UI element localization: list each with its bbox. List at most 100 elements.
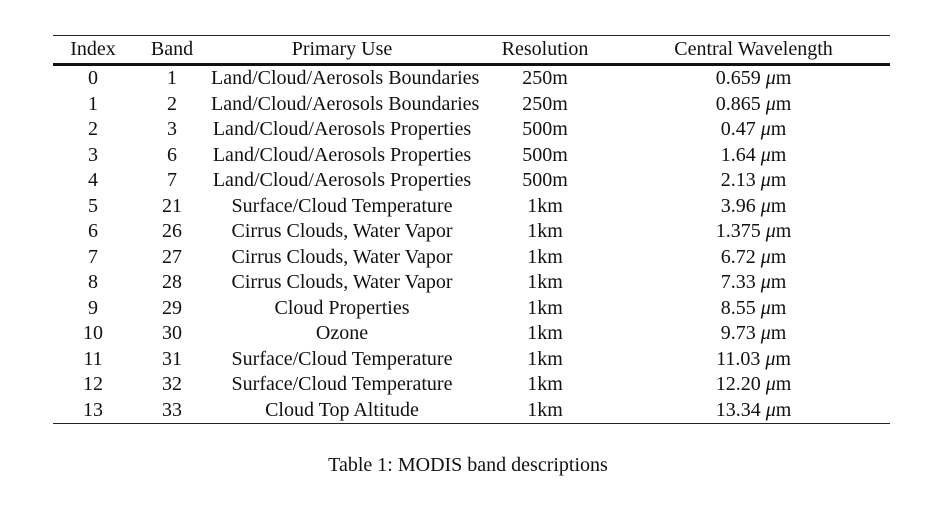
wavelength-value: 0.659: [715, 67, 761, 89]
wavelength-unit: m: [770, 194, 787, 217]
header-band: Band: [150, 38, 194, 60]
table-body: 0 1 Land/Cloud/Aerosols Boundaries 250m 0.65…: [53, 65, 890, 424]
cell-index: 8: [88, 271, 98, 293]
header-primary-use: Primary Use: [291, 38, 393, 60]
cell-index: 2: [88, 118, 98, 140]
cell-central-wavelength: 1.375 μm: [617, 219, 890, 245]
wavelength-value: 11.03: [716, 347, 761, 370]
wavelength-unit: m: [775, 67, 792, 89]
wavelength-unit: m: [770, 143, 787, 166]
cell-resolution: 1km: [527, 322, 563, 344]
cell-band: 7: [167, 169, 177, 191]
wavelength-unit: m: [770, 118, 787, 140]
wavelength-value: 7.33: [720, 271, 756, 293]
wavelength-unit-prefix: μ: [760, 194, 771, 217]
wavelength-unit: m: [775, 373, 792, 395]
cell-index: 1: [88, 92, 98, 115]
cell-primary-use: Surface/Cloud Temperature: [231, 194, 453, 217]
cell-primary-use: Land/Cloud/Aerosols Boundaries: [211, 92, 480, 115]
cell-index: 12: [83, 373, 103, 395]
wavelength-unit: m: [770, 169, 787, 191]
table-row: 3 6 Land/Cloud/Aerosols Properties 500m 1.64…: [53, 143, 890, 169]
wavelength-unit-prefix: μ: [765, 398, 776, 421]
cell-index: 13: [83, 398, 103, 421]
cell-primary-use: Surface/Cloud Temperature: [231, 347, 453, 370]
cell-band: 29: [162, 296, 182, 319]
header-central-wavelength: Central Wavelength: [674, 38, 833, 60]
cell-central-wavelength: 6.72 μm: [617, 245, 890, 271]
table-row: 0 1 Land/Cloud/Aerosols Boundaries 250m 0.65…: [53, 65, 890, 92]
wavelength-unit-prefix: μ: [765, 67, 776, 89]
cell-index: 9: [88, 296, 98, 319]
cell-resolution: 500m: [522, 143, 568, 166]
cell-band: 28: [162, 271, 182, 293]
cell-band: 26: [162, 220, 182, 242]
cell-primary-use: Cirrus Clouds, Water Vapor: [231, 245, 453, 268]
wavelength-unit-prefix: μ: [765, 220, 776, 242]
wavelength-value: 13.34: [715, 398, 761, 421]
wavelength-value: 9.73: [720, 322, 756, 344]
cell-primary-use: Cirrus Clouds, Water Vapor: [231, 271, 453, 293]
cell-resolution: 1km: [527, 347, 563, 370]
table-row: 1 2 Land/Cloud/Aerosols Boundaries 250m 0.86…: [53, 92, 890, 118]
wavelength-value: 3.96: [720, 194, 756, 217]
table-caption: Table 1: MODIS band descriptions: [328, 454, 608, 476]
cell-resolution: 1km: [527, 296, 563, 319]
table-row: 4 7 Land/Cloud/Aerosols Properties 500m 2.13…: [53, 168, 890, 194]
cell-resolution: 250m: [522, 67, 568, 89]
table-row: 2 3 Land/Cloud/Aerosols Properties 500m 0.47…: [53, 117, 890, 143]
cell-index: 0: [88, 67, 98, 89]
cell-central-wavelength: 7.33 μm: [617, 270, 890, 296]
wavelength-value: 6.72: [720, 245, 756, 268]
cell-resolution: 1km: [527, 245, 563, 268]
cell-resolution: 1km: [527, 220, 563, 242]
wavelength-unit-prefix: μ: [760, 143, 771, 166]
cell-primary-use: Ozone: [315, 322, 369, 344]
cell-index: 3: [88, 143, 98, 166]
wavelength-unit-prefix: μ: [760, 169, 771, 191]
table-row: 9 29 Cloud Properties 1km 8.55 μm: [53, 296, 890, 322]
cell-index: 10: [83, 322, 103, 344]
cell-primary-use: Surface/Cloud Temperature: [231, 373, 453, 395]
wavelength-unit: m: [775, 92, 792, 115]
wavelength-unit-prefix: μ: [760, 322, 771, 344]
wavelength-unit: m: [775, 398, 792, 421]
cell-central-wavelength: 1.64 μm: [617, 143, 890, 169]
cell-band: 1: [167, 67, 177, 89]
cell-central-wavelength: 11.03 μm: [617, 347, 890, 373]
cell-band: 32: [162, 373, 182, 395]
wavelength-unit: m: [775, 220, 792, 242]
cell-resolution: 500m: [522, 169, 568, 191]
wavelength-unit-prefix: μ: [765, 373, 776, 395]
wavelength-value: 0.47: [720, 118, 756, 140]
cell-central-wavelength: 13.34 μm: [617, 398, 890, 424]
cell-index: 7: [88, 245, 98, 268]
cell-central-wavelength: 8.55 μm: [617, 296, 890, 322]
cell-primary-use: Land/Cloud/Aerosols Properties: [212, 143, 472, 166]
wavelength-value: 2.13: [720, 169, 756, 191]
wavelength-unit-prefix: μ: [760, 271, 771, 293]
table-header-row: Index Band Primary Use Resolution Centra…: [53, 35, 890, 65]
header-index: Index: [70, 38, 116, 60]
cell-band: 21: [162, 194, 182, 217]
wavelength-unit-prefix: μ: [765, 92, 776, 115]
cell-primary-use: Cloud Top Altitude: [265, 398, 419, 421]
wavelength-unit-prefix: μ: [760, 118, 771, 140]
wavelength-value: 8.55: [720, 296, 756, 319]
wavelength-unit: m: [770, 245, 787, 268]
cell-resolution: 1km: [527, 373, 563, 395]
cell-primary-use: Cloud Properties: [274, 296, 410, 319]
cell-band: 31: [162, 347, 182, 370]
wavelength-unit-prefix: μ: [760, 296, 771, 319]
table-row: 13 33 Cloud Top Altitude 1km 13.34 μm: [53, 398, 890, 424]
wavelength-unit-prefix: μ: [765, 347, 776, 370]
modis-band-table-container: Index Band Primary Use Resolution Centra…: [53, 35, 890, 424]
cell-index: 6: [88, 220, 98, 242]
cell-resolution: 250m: [522, 92, 568, 115]
wavelength-unit: m: [775, 347, 791, 370]
table-row: 6 26 Cirrus Clouds, Water Vapor 1km 1.375 μm: [53, 219, 890, 245]
cell-index: 5: [88, 194, 98, 217]
cell-band: 3: [167, 118, 177, 140]
cell-primary-use: Land/Cloud/Aerosols Boundaries: [211, 67, 480, 89]
cell-index: 4: [88, 169, 98, 191]
